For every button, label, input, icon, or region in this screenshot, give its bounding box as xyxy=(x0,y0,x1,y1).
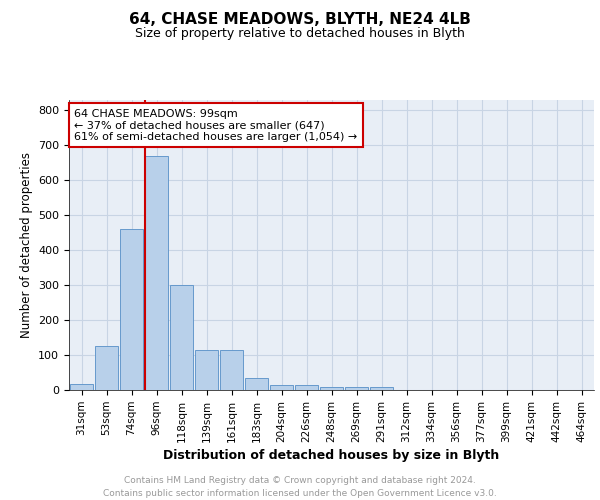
Bar xyxy=(220,350,243,390)
Text: 64 CHASE MEADOWS: 99sqm
← 37% of detached houses are smaller (647)
61% of semi-d: 64 CHASE MEADOWS: 99sqm ← 37% of detache… xyxy=(74,108,358,142)
Bar xyxy=(170,285,193,390)
Bar xyxy=(345,386,368,390)
Bar xyxy=(120,230,143,390)
Y-axis label: Number of detached properties: Number of detached properties xyxy=(20,152,32,338)
Text: Size of property relative to detached houses in Blyth: Size of property relative to detached ho… xyxy=(135,28,465,40)
Bar xyxy=(295,385,318,390)
Bar xyxy=(95,346,118,390)
X-axis label: Distribution of detached houses by size in Blyth: Distribution of detached houses by size … xyxy=(163,449,500,462)
Text: Contains HM Land Registry data © Crown copyright and database right 2024.: Contains HM Land Registry data © Crown c… xyxy=(124,476,476,485)
Bar xyxy=(70,384,93,390)
Text: Contains public sector information licensed under the Open Government Licence v3: Contains public sector information licen… xyxy=(103,489,497,498)
Bar xyxy=(145,156,168,390)
Text: 64, CHASE MEADOWS, BLYTH, NE24 4LB: 64, CHASE MEADOWS, BLYTH, NE24 4LB xyxy=(129,12,471,28)
Bar xyxy=(370,386,393,390)
Bar xyxy=(270,385,293,390)
Bar xyxy=(245,378,268,390)
Bar xyxy=(195,350,218,390)
Bar xyxy=(320,386,343,390)
